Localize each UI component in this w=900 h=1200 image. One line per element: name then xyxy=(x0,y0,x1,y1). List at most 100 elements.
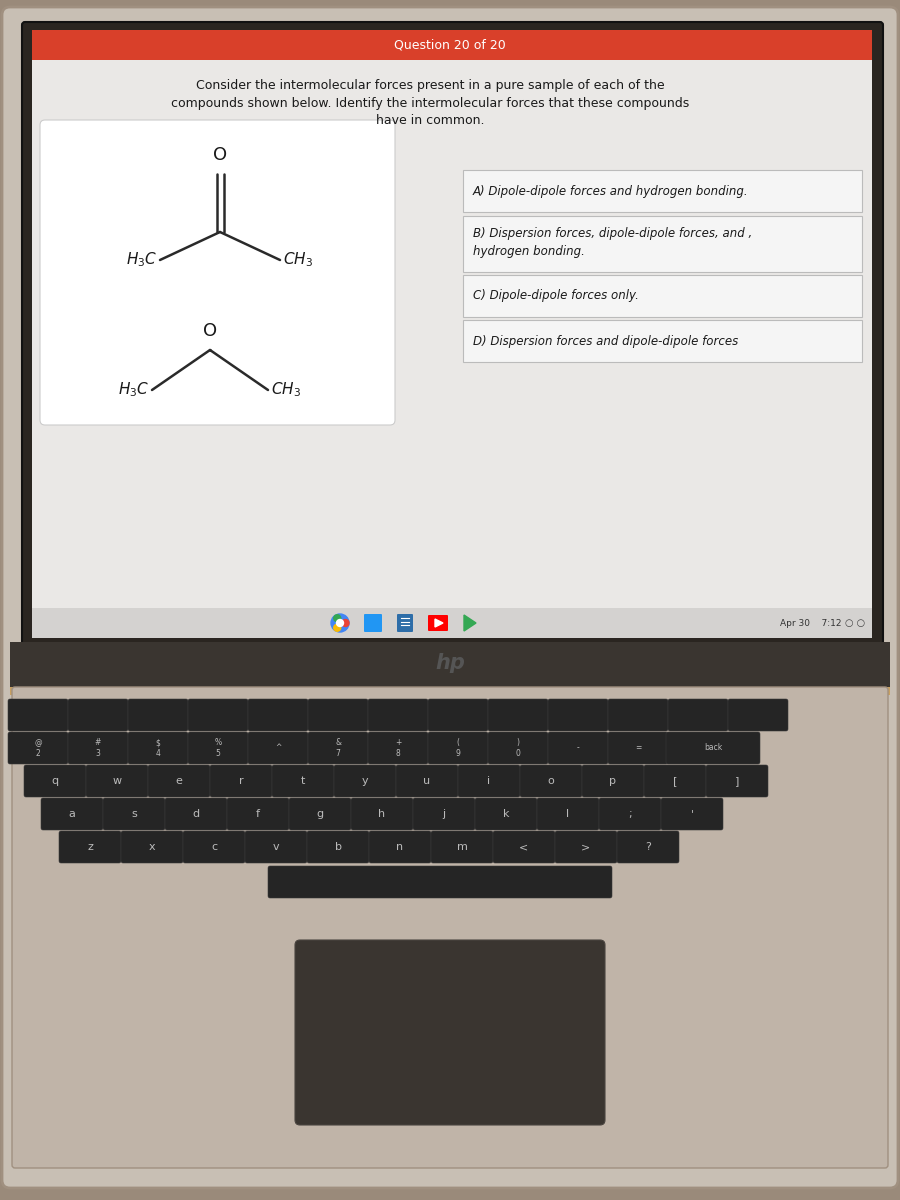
Circle shape xyxy=(337,619,344,626)
Text: n: n xyxy=(396,842,403,852)
Text: >: > xyxy=(581,842,590,852)
FancyBboxPatch shape xyxy=(2,7,898,1188)
FancyBboxPatch shape xyxy=(706,766,768,797)
Text: f: f xyxy=(256,809,260,818)
FancyBboxPatch shape xyxy=(334,766,396,797)
Text: x: x xyxy=(148,842,156,852)
FancyBboxPatch shape xyxy=(188,698,248,731)
Polygon shape xyxy=(464,614,476,631)
FancyBboxPatch shape xyxy=(431,830,493,863)
FancyBboxPatch shape xyxy=(268,866,612,898)
FancyBboxPatch shape xyxy=(537,798,599,830)
Text: +
8: + 8 xyxy=(395,738,401,757)
FancyBboxPatch shape xyxy=(488,698,548,731)
Text: $CH_3$: $CH_3$ xyxy=(271,380,301,400)
FancyBboxPatch shape xyxy=(210,766,272,797)
FancyBboxPatch shape xyxy=(413,798,475,830)
Text: compounds shown below. Identify the intermolecular forces that these compounds: compounds shown below. Identify the inte… xyxy=(171,96,689,109)
Text: have in common.: have in common. xyxy=(376,114,484,127)
Text: ]: ] xyxy=(734,776,739,786)
Text: [: [ xyxy=(673,776,677,786)
FancyBboxPatch shape xyxy=(308,732,368,764)
Text: $
4: $ 4 xyxy=(156,738,160,757)
Text: v: v xyxy=(273,842,279,852)
Text: Question 20 of 20: Question 20 of 20 xyxy=(394,38,506,52)
FancyBboxPatch shape xyxy=(428,614,448,631)
Circle shape xyxy=(334,614,341,622)
FancyBboxPatch shape xyxy=(59,830,121,863)
Circle shape xyxy=(334,624,341,631)
Text: w: w xyxy=(112,776,122,786)
FancyBboxPatch shape xyxy=(364,614,382,632)
FancyBboxPatch shape xyxy=(245,830,307,863)
FancyBboxPatch shape xyxy=(661,798,723,830)
FancyBboxPatch shape xyxy=(368,732,428,764)
Text: y: y xyxy=(362,776,368,786)
Text: B) Dispersion forces, dipole-dipole forces, and ,: B) Dispersion forces, dipole-dipole forc… xyxy=(473,228,752,240)
Text: ': ' xyxy=(690,809,694,818)
FancyBboxPatch shape xyxy=(32,30,872,638)
Text: u: u xyxy=(423,776,430,786)
FancyBboxPatch shape xyxy=(475,798,537,830)
Text: back: back xyxy=(704,744,722,752)
FancyBboxPatch shape xyxy=(463,216,862,272)
Text: @
2: @ 2 xyxy=(34,738,41,757)
FancyBboxPatch shape xyxy=(148,766,210,797)
FancyBboxPatch shape xyxy=(22,22,883,648)
Text: a: a xyxy=(68,809,76,818)
Text: t: t xyxy=(301,776,305,786)
Text: C) Dipole-dipole forces only.: C) Dipole-dipole forces only. xyxy=(473,289,639,302)
Text: ○ ○: ○ ○ xyxy=(845,618,865,628)
Circle shape xyxy=(331,614,349,632)
FancyBboxPatch shape xyxy=(103,798,165,830)
Text: &
7: & 7 xyxy=(335,738,341,757)
FancyBboxPatch shape xyxy=(428,698,488,731)
Text: Consider the intermolecular forces present in a pure sample of each of the: Consider the intermolecular forces prese… xyxy=(195,78,664,91)
FancyBboxPatch shape xyxy=(493,830,555,863)
Text: e: e xyxy=(176,776,183,786)
FancyBboxPatch shape xyxy=(8,698,68,731)
FancyBboxPatch shape xyxy=(86,766,148,797)
FancyBboxPatch shape xyxy=(68,732,128,764)
FancyBboxPatch shape xyxy=(41,798,103,830)
FancyBboxPatch shape xyxy=(617,830,679,863)
FancyBboxPatch shape xyxy=(458,766,520,797)
FancyBboxPatch shape xyxy=(369,830,431,863)
FancyBboxPatch shape xyxy=(8,732,68,764)
Text: j: j xyxy=(443,809,446,818)
FancyBboxPatch shape xyxy=(68,698,128,731)
Text: z: z xyxy=(87,842,93,852)
FancyBboxPatch shape xyxy=(463,275,862,317)
FancyBboxPatch shape xyxy=(248,698,308,731)
FancyBboxPatch shape xyxy=(24,766,86,797)
FancyBboxPatch shape xyxy=(128,698,188,731)
Text: O: O xyxy=(213,146,227,164)
Text: l: l xyxy=(566,809,570,818)
Text: q: q xyxy=(51,776,59,786)
FancyBboxPatch shape xyxy=(668,698,728,731)
Text: o: o xyxy=(547,776,554,786)
Text: m: m xyxy=(456,842,467,852)
Text: A) Dipole-dipole forces and hydrogen bonding.: A) Dipole-dipole forces and hydrogen bon… xyxy=(473,185,749,198)
Text: <: < xyxy=(519,842,528,852)
Text: #
3: # 3 xyxy=(94,738,101,757)
FancyBboxPatch shape xyxy=(351,798,413,830)
FancyBboxPatch shape xyxy=(396,766,458,797)
FancyBboxPatch shape xyxy=(666,732,760,764)
FancyBboxPatch shape xyxy=(289,798,351,830)
Text: $H_3C$: $H_3C$ xyxy=(126,251,157,269)
Text: d: d xyxy=(193,809,200,818)
FancyBboxPatch shape xyxy=(548,732,608,764)
Text: %
5: % 5 xyxy=(214,738,221,757)
Text: g: g xyxy=(317,809,324,818)
FancyBboxPatch shape xyxy=(295,940,605,1126)
Text: -: - xyxy=(577,744,580,752)
FancyBboxPatch shape xyxy=(644,766,706,797)
Text: =: = xyxy=(634,744,641,752)
FancyBboxPatch shape xyxy=(272,766,334,797)
Polygon shape xyxy=(435,619,443,626)
Text: ;: ; xyxy=(628,809,632,818)
FancyBboxPatch shape xyxy=(548,698,608,731)
FancyBboxPatch shape xyxy=(40,120,395,425)
FancyBboxPatch shape xyxy=(397,614,413,632)
